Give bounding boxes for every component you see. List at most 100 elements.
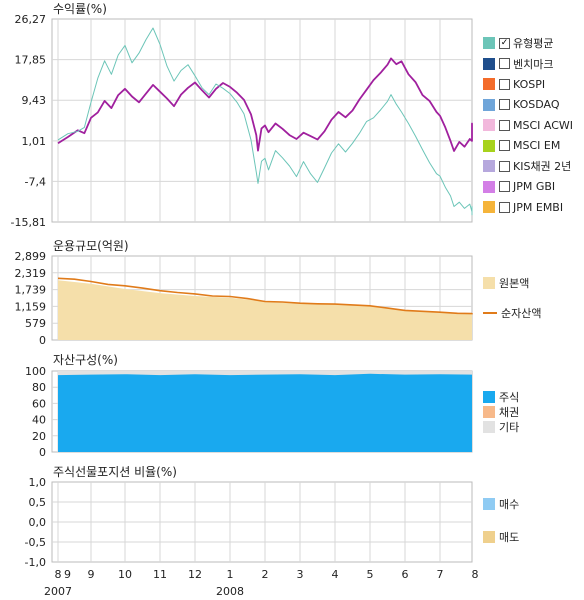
legend-swatch	[483, 201, 495, 213]
legend-item[interactable]: MSCI ACWI	[483, 118, 573, 132]
panel-1	[51, 18, 473, 223]
panel-title: 자산구성(%)	[53, 353, 118, 367]
y-tick-label: 0,0	[29, 516, 47, 529]
y-tick-label: 80	[32, 381, 46, 394]
x-tick-label: 2	[262, 568, 269, 581]
year-label: 2007	[44, 585, 72, 598]
y-tick-label: 0,5	[29, 496, 47, 509]
legend-item[interactable]: ✓ 유형평균	[483, 36, 553, 50]
legend-item: 주식	[483, 390, 519, 404]
panel-4	[51, 481, 473, 563]
legend-swatch	[483, 498, 495, 510]
principal-area	[58, 280, 472, 340]
panel-2	[51, 255, 473, 341]
x-tick-label: 12	[188, 568, 202, 581]
legend-label: MSCI ACWI	[513, 118, 574, 132]
legend-item[interactable]: JPM EMBI	[483, 200, 563, 214]
x-tick-label: 7	[437, 568, 444, 581]
series-checkbox[interactable]	[499, 119, 510, 131]
y-tick-label: 0	[39, 334, 46, 347]
legend-label: 원본액	[499, 277, 530, 290]
series-line-fund	[57, 57, 473, 152]
panel-title: 운용규모(억원)	[53, 239, 129, 253]
y-tick-label: -0,5	[25, 536, 46, 549]
series-checkbox[interactable]	[499, 99, 510, 110]
legend-label: 유형평균	[513, 37, 554, 50]
y-tick-label: -1,0	[25, 556, 46, 569]
series-checkbox[interactable]	[499, 160, 510, 172]
y-tick-label: 40	[32, 414, 46, 427]
y-tick-label: 26,27	[15, 13, 47, 26]
legend-item: 순자산액	[483, 306, 541, 320]
x-tick-label: 5	[367, 568, 374, 581]
year-label: 2008	[216, 585, 244, 598]
legend-swatch	[483, 37, 495, 49]
y-tick-label: 100	[25, 365, 46, 378]
legend-swatch	[483, 98, 495, 111]
y-tick-label: -15,81	[11, 216, 46, 229]
series-checkbox[interactable]	[499, 181, 510, 192]
legend-swatch	[483, 406, 495, 418]
y-tick-label: 0	[39, 446, 46, 459]
y-tick-label: 60	[32, 397, 46, 410]
legend-item: 기타	[483, 420, 519, 434]
legend-swatch	[483, 531, 495, 543]
legend-swatch	[483, 119, 495, 131]
series-line-type-avg	[57, 27, 473, 216]
legend-item[interactable]: 벤치마크	[483, 57, 553, 71]
series-checkbox[interactable]	[499, 140, 510, 151]
legend-label: 기타	[499, 421, 520, 434]
legend-item[interactable]: JPM GBI	[483, 180, 555, 194]
x-tick-label: 10	[118, 568, 132, 581]
x-tick-label: 8	[472, 568, 479, 581]
legend-swatch	[483, 421, 495, 433]
legend-swatch	[483, 57, 495, 70]
net-assets-line	[57, 277, 473, 315]
x-tick-label: 4	[332, 568, 339, 581]
y-tick-label: 2,319	[15, 267, 47, 280]
panel-title: 수익률(%)	[53, 2, 107, 16]
legend-label: 매수	[499, 498, 520, 511]
legend-label: KIS채권 2년	[513, 160, 572, 173]
legend-swatch	[483, 78, 495, 90]
legend-label: 벤치마크	[513, 57, 554, 71]
series-checkbox[interactable]	[499, 78, 510, 90]
legend-item: 매수	[483, 497, 519, 511]
legend-label: MSCI EM	[513, 139, 561, 152]
legend-label: JPM GBI	[513, 180, 556, 193]
x-tick-label: 9	[64, 568, 71, 581]
legend-label: JPM EMBI	[513, 200, 564, 214]
legend-item[interactable]: KIS채권 2년	[483, 159, 571, 173]
series-checkbox[interactable]	[499, 58, 510, 69]
legend-item: 원본액	[483, 276, 529, 290]
x-tick-label: 9	[88, 568, 95, 581]
legend-label: 매도	[499, 531, 520, 544]
y-tick-label: 1,01	[22, 135, 47, 148]
legend-swatch	[483, 180, 495, 193]
legend-swatch	[483, 277, 495, 289]
y-tick-label: 17,85	[15, 54, 47, 67]
y-tick-label: 579	[25, 317, 46, 330]
stock-area	[58, 373, 472, 452]
x-tick-label: 1	[227, 568, 234, 581]
legend-item[interactable]: KOSPI	[483, 77, 545, 91]
y-tick-label: 1,739	[15, 284, 47, 297]
legend-item[interactable]: KOSDAQ	[483, 98, 560, 112]
y-tick-label: 2,899	[15, 250, 47, 263]
y-tick-label: 20	[32, 430, 46, 443]
y-tick-label: -7,4	[25, 175, 46, 188]
y-tick-label: 1,0	[29, 476, 47, 489]
panel-title: 주식선물포지션 비율(%)	[53, 465, 177, 479]
legend-label: KOSDAQ	[513, 98, 560, 111]
legend-label: 순자산액	[501, 307, 542, 320]
series-checkbox[interactable]: ✓	[499, 37, 510, 49]
legend-item[interactable]: MSCI EM	[483, 139, 560, 153]
legend-item: 채권	[483, 405, 519, 419]
panel-3	[51, 370, 473, 453]
plot-frame	[51, 18, 473, 223]
series-checkbox[interactable]	[499, 201, 510, 213]
legend-item: 매도	[483, 530, 519, 544]
x-tick-label: 6	[402, 568, 409, 581]
x-tick-label: 11	[153, 568, 167, 581]
